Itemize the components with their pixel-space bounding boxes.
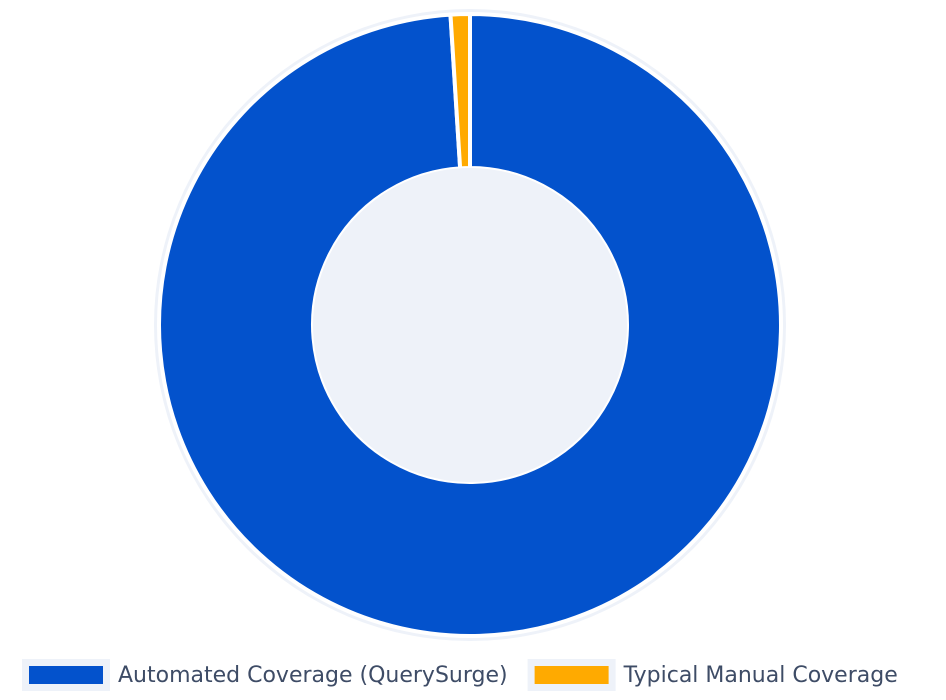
legend-label: Typical Manual Coverage [623,663,898,688]
donut-hole-halo [313,168,627,482]
legend-swatch [534,666,609,684]
legend-swatch [29,666,103,684]
legend-label: Automated Coverage (QuerySurge) [118,663,508,688]
legend: Automated Coverage (QuerySurge) Typical M… [22,659,898,691]
